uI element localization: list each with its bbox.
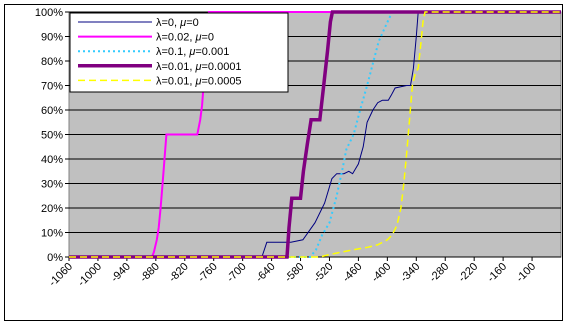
legend-label-4: λ=0.01, μ=0.0001	[156, 61, 242, 73]
y-tick-label: 0%	[47, 252, 63, 264]
y-axis-ticks: 0% 10% 20% 30% 40% 50% 60% 70% 80% 90% 100%	[35, 7, 69, 264]
series-layer	[69, 10, 561, 259]
y-tick-label: 60%	[41, 105, 63, 117]
y-tick-label: 70%	[41, 81, 63, 93]
y-tick-label: 20%	[41, 203, 63, 215]
series-line-4	[69, 10, 561, 259]
gridlines	[69, 11, 561, 258]
legend-box	[69, 12, 289, 93]
y-tick-label: 50%	[41, 130, 63, 142]
legend-label-3: λ=0.1, μ=0.001	[156, 46, 229, 58]
legend-label-1: λ=0, μ=0	[156, 17, 199, 29]
series-line-5	[69, 11, 561, 258]
y-tick-label: 40%	[41, 154, 63, 166]
legend-label-5: λ=0.01, μ=0.0005	[156, 75, 242, 87]
y-tick-label: 30%	[41, 179, 63, 191]
y-tick-label: 100%	[35, 7, 63, 19]
series-line-2	[69, 11, 561, 258]
series-line-1	[69, 11, 561, 258]
y-tick-label: 90%	[41, 32, 63, 44]
y-tick-label: 80%	[41, 56, 63, 68]
legend: λ=0, μ=0 λ=0.02, μ=0 λ=0.1, μ=0.001 λ=0.01,…	[69, 12, 289, 93]
legend-label-2: λ=0.02, μ=0	[156, 32, 214, 44]
y-tick-label: 10%	[41, 228, 63, 240]
